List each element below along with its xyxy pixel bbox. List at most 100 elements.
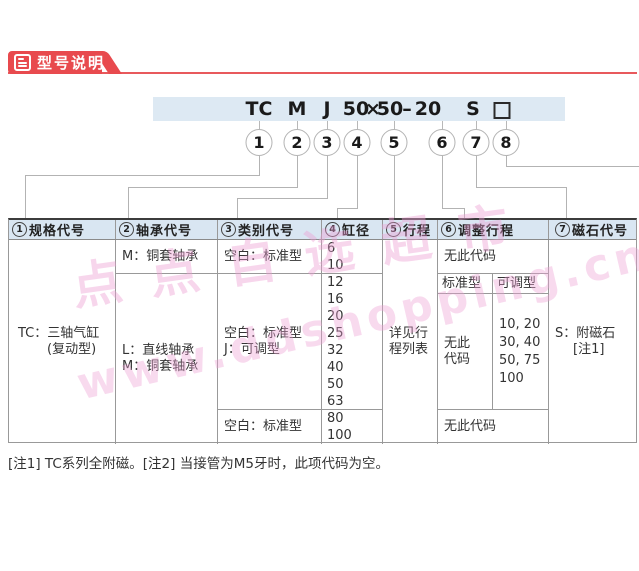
connector-6 (464, 208, 465, 218)
code-segment-bore: 50 (342, 98, 370, 120)
section-divider-line (8, 72, 637, 74)
cell-bore-r3: 80 100 (322, 410, 383, 444)
connector-2 (128, 187, 298, 188)
circle-number-4: 4 (343, 129, 371, 156)
cell-adjust-r3: 无此代码 (438, 410, 549, 444)
circle-number-2: 2 (283, 129, 311, 156)
connector-2 (128, 187, 129, 218)
header-num-7: 7 (555, 222, 570, 237)
connector-7 (476, 187, 566, 188)
tick-5 (394, 121, 395, 129)
bore-value: 12 (327, 275, 344, 290)
header-stroke: 5 行程 (383, 220, 438, 239)
footnote: [注1] TC系列全附磁。[注2] 当接管为M5牙时，此项代码为空。 (8, 456, 389, 472)
connector-1 (25, 175, 26, 218)
connector-1 (259, 156, 260, 175)
cell-adjust-standard-value: 无此 代码 (438, 294, 493, 410)
code-segment-adjust: 20 (414, 98, 442, 120)
header-label: 规格代号 (29, 224, 86, 239)
connector-5 (394, 156, 395, 218)
header-num-5: 5 (386, 222, 401, 237)
cell-magnet-code: S：附磁石 [注1] (549, 240, 638, 444)
magnet-line1: S：附磁石 (555, 326, 616, 341)
bore-value: 40 (327, 360, 344, 375)
code-segment-bearing: M (287, 98, 307, 120)
header-label: 行程 (403, 224, 432, 239)
connector-8 (506, 166, 639, 167)
bearing-r2-line2: M：铜套轴承 (122, 359, 199, 374)
adjust-value: 10, 20 (499, 316, 541, 332)
bore-value: 100 (327, 428, 352, 443)
connector-4 (357, 156, 358, 208)
cell-bore-r2: 12 16 20 25 32 40 50 63 (322, 274, 383, 410)
header-num-6: 6 (441, 222, 456, 237)
adjust-standard-line2: 代码 (444, 351, 471, 367)
header-num-4: 4 (325, 222, 340, 237)
cell-adjust-r1: 无此代码 (438, 240, 549, 274)
adjust-value: 50, 75 (499, 352, 541, 368)
stroke-line2: 程列表 (389, 342, 429, 357)
spec-table: 1 规格代号 2 轴承代号 3 类别代号 4 缸径 5 行程 6 调整行程 7 … (8, 218, 638, 444)
type-r2-line1: 空白：标准型 (224, 325, 303, 341)
cell-adjust-subheader-adjustable: 可调型 (493, 274, 549, 294)
cell-spec-code: TC：三轴气缸 (复动型) (9, 240, 116, 444)
tick-2 (297, 121, 298, 129)
connector-1 (25, 175, 260, 176)
code-blank-box (493, 102, 511, 119)
connector-6 (442, 156, 443, 208)
code-segment-times: × (365, 98, 381, 120)
section-banner: 型号说明 (8, 51, 106, 74)
type-r2-line2: J：可调型 (224, 341, 280, 357)
code-segment-type: J (323, 98, 331, 120)
subheader-adjustable-text: 可调型 (497, 275, 537, 291)
spec-code-line1: TC：三轴气缸 (18, 326, 100, 341)
cell-type-r2: 空白：标准型 J：可调型 (218, 274, 322, 410)
adjust-r1-text: 无此代码 (444, 248, 497, 264)
header-bore: 4 缸径 (322, 220, 383, 239)
type-r1-text: 空白：标准型 (224, 248, 303, 264)
bore-value: 6 (327, 241, 336, 256)
bore-value: 20 (327, 309, 344, 324)
header-adjust-stroke: 6 调整行程 (438, 220, 549, 239)
header-label: 调整行程 (458, 224, 515, 239)
connector-3 (237, 198, 238, 218)
cell-type-r1: 空白：标准型 (218, 240, 322, 274)
circle-number-8: 8 (492, 129, 520, 156)
magnet-line2: [注1] (573, 342, 605, 357)
subheader-standard-text: 标准型 (442, 275, 482, 291)
tick-1 (259, 121, 260, 129)
cell-adjust-subheader-standard: 标准型 (438, 274, 493, 294)
header-label: 类别代号 (238, 224, 295, 239)
spec-code-line2: (复动型) (47, 342, 97, 357)
bore-value: 25 (327, 326, 344, 341)
adjust-value: 100 (499, 370, 524, 386)
cell-type-r3: 空白：标准型 (218, 410, 322, 444)
header-num-1: 1 (12, 222, 27, 237)
tick-6 (442, 121, 443, 129)
connector-3 (327, 156, 328, 198)
bore-value: 16 (327, 292, 344, 307)
section-title: 型号说明 (37, 54, 106, 72)
type-r3-text: 空白：标准型 (224, 419, 303, 434)
header-num-2: 2 (119, 222, 134, 237)
tick-8 (506, 121, 507, 129)
header-magnet-code: 7 磁石代号 (549, 220, 638, 239)
bore-value: 32 (327, 343, 344, 358)
circle-number-6: 6 (428, 129, 456, 156)
code-segment-magnet: S (466, 98, 480, 120)
adjust-value: 30, 40 (499, 334, 541, 350)
circle-number-3: 3 (313, 129, 341, 156)
connector-4 (337, 208, 338, 218)
connector-4 (337, 208, 358, 209)
connector-3 (237, 198, 328, 199)
cell-bore-r1: 6 10 (322, 240, 383, 274)
header-bearing-code: 2 轴承代号 (116, 220, 218, 239)
header-num-3: 3 (221, 222, 236, 237)
header-label: 轴承代号 (136, 224, 193, 239)
connector-7 (476, 156, 477, 187)
circle-number-5: 5 (380, 129, 408, 156)
cell-bearing-r2: L：直线轴承 M：铜套轴承 (116, 274, 218, 444)
bore-value: 50 (327, 377, 344, 392)
bearing-r1-text: M：铜套轴承 (122, 248, 199, 264)
